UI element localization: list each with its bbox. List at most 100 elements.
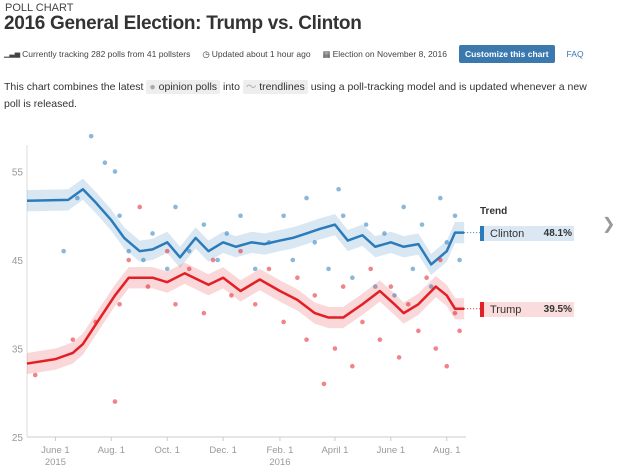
x-tick-label: Aug. 1 [98,445,125,456]
poll-dot-clinton [215,257,220,263]
poll-dot-clinton [150,231,155,236]
poll-dot-clinton [61,248,66,254]
poll-dot-trump [457,328,462,334]
trend-band-trump [27,262,465,375]
election-text: Election on November 8, 2016 [332,49,447,59]
faq-link[interactable]: FAQ [566,49,584,59]
y-tick-label: 45 [12,256,24,267]
poll-dot-clinton [350,275,355,281]
poll-dot-trump [70,337,76,342]
poll-dot-clinton [372,284,378,289]
desc-text: into [222,81,240,93]
legend-value: 39.5% [543,304,572,315]
poll-dot-trump [32,372,38,378]
legend-value: 48.1% [543,228,572,239]
poll-dot-clinton [457,257,462,263]
poll-dot-trump [126,257,132,263]
legend-name: Trump [490,303,522,316]
poll-dot-trump [396,355,402,360]
calendar-icon: ▦ [322,48,331,59]
trendline-icon: 〜 [245,81,257,93]
bar-chart-icon: ▁▃▅ [4,51,21,58]
chevron-right-icon[interactable]: ❯ [602,216,616,233]
poll-dot-clinton [419,222,425,227]
x-tick-label: Oct. 1 [155,445,180,456]
poll-dot-clinton [392,293,397,298]
poll-dot-trump [368,266,373,272]
poll-dot-trump [238,248,243,254]
chip-label: trendlines [259,81,305,93]
poll-dot-clinton [117,213,122,219]
poll-dot-trump [360,319,365,325]
updated-text: Updated about 1 hour ago [211,49,311,59]
poll-dot-trump [252,301,258,307]
poll-dot-clinton [224,231,230,236]
poll-dot-trump [295,275,300,281]
legend-trump[interactable]: Trump 39.5% [480,302,574,317]
poll-dot-trump [117,301,122,307]
poll-dot-clinton [126,248,132,254]
legend-clinton[interactable]: Clinton 48.1% [480,226,574,241]
poll-dot-clinton [428,284,434,289]
trend-line-clinton [26,187,465,266]
poll-dot-clinton [75,195,80,201]
poll-dot-clinton [141,257,146,263]
poll-dot-clinton [186,248,192,254]
poll-dot-clinton [304,195,309,201]
poll-dot-clinton [290,257,296,263]
poll-dot-clinton [112,169,118,174]
chip-label: opinion polls [158,81,218,93]
x-tick-year: 2016 [269,457,290,468]
poll-dot-trump [201,310,207,316]
desc-text: using a poll-tracking model and is updat… [4,81,587,110]
poll-dot-clinton [238,213,243,219]
poll-dot-clinton [438,195,443,201]
poll-dot-trump [332,346,338,351]
legend-title: Trend [480,206,508,217]
desc-text: This chart combines the latest [4,81,144,93]
y-tick-label: 55 [12,168,24,179]
x-tick-label: June 1 [377,445,406,456]
poll-dot-clinton [88,133,94,139]
opinion-polls-chip[interactable]: ● opinion polls [146,80,221,94]
poll-dot-clinton [281,213,286,219]
poll-dot-trump [377,337,383,342]
poll-dot-clinton [363,222,369,227]
poll-dot-trump [340,284,346,289]
poll-dot-trump [145,284,151,289]
meta-bar: ▁▃▅ Currently tracking 282 polls from 41 … [4,45,584,63]
poll-dot-clinton [164,266,170,272]
poll-dot-clinton [312,240,318,245]
poll-dot-clinton [444,240,450,245]
customize-button[interactable]: Customize this chart [458,45,555,63]
description: This chart combines the latest ● opinion… [4,79,604,113]
x-tick-label: April 1 [321,445,348,456]
x-tick-label: Aug. 1 [433,445,460,456]
y-tick-label: 35 [12,345,24,356]
trend-line-trump [26,272,465,365]
x-tick-label: Feb. 1 [266,445,293,456]
poll-dot-trump [210,257,216,263]
y-tick-label: 25 [12,433,24,444]
poll-dot-clinton [252,266,258,272]
poll-dot-trump [281,319,286,325]
poll-dot-trump [173,301,178,307]
poll-dot-clinton [336,186,341,192]
poll-dot-trump [266,266,272,272]
poll-dot-trump [137,204,143,210]
poll-dot-trump [229,293,234,298]
x-tick-year: 2015 [45,457,66,468]
poll-dot-trump [424,275,429,281]
poll-dot-clinton [340,213,346,219]
poll-dot-clinton [326,266,331,272]
poll-dot-trump [433,346,439,351]
poll-dot-trump [350,363,355,369]
poll-dot-trump [321,381,327,387]
trendlines-chip[interactable]: 〜 trendlines [242,80,308,94]
poll-dot-trump [405,301,411,307]
poll-dot-trump [452,310,458,316]
poll-dot-trump [312,293,318,298]
kicker: POLL CHART [5,2,74,14]
clock-icon: ◷ [202,48,210,59]
